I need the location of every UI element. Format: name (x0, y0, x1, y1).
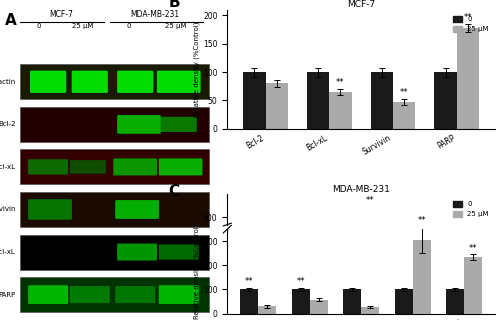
Text: p-Bcl-xL: p-Bcl-xL (0, 249, 16, 255)
Bar (393, 102, 415, 129)
FancyBboxPatch shape (117, 71, 154, 93)
Bar (412, 240, 430, 314)
FancyBboxPatch shape (20, 107, 209, 142)
Text: C: C (168, 184, 179, 199)
FancyBboxPatch shape (159, 244, 198, 260)
FancyBboxPatch shape (117, 115, 161, 134)
Bar (292, 290, 310, 314)
Text: 0: 0 (127, 23, 132, 29)
Bar (370, 72, 393, 129)
Text: B: B (168, 0, 180, 10)
Bar (394, 290, 412, 314)
Bar (434, 72, 457, 129)
Text: β-actin: β-actin (0, 79, 16, 85)
Bar (330, 92, 351, 129)
Text: Survivin: Survivin (0, 206, 16, 212)
FancyBboxPatch shape (70, 286, 110, 303)
Text: **: ** (366, 196, 374, 205)
Bar (243, 72, 266, 129)
FancyBboxPatch shape (20, 149, 209, 184)
FancyBboxPatch shape (159, 158, 202, 175)
Title: MCF-7: MCF-7 (347, 0, 375, 9)
Bar (343, 290, 361, 314)
FancyBboxPatch shape (159, 285, 198, 304)
Bar (412, 273, 430, 320)
FancyBboxPatch shape (114, 158, 157, 175)
Bar (240, 311, 258, 320)
FancyBboxPatch shape (20, 277, 209, 312)
Text: **: ** (336, 78, 344, 87)
Bar (266, 84, 288, 129)
Bar (464, 257, 482, 314)
Text: **: ** (296, 277, 305, 286)
Text: Bcl-2: Bcl-2 (0, 121, 16, 127)
Y-axis label: Relative density (%Control): Relative density (%Control) (194, 21, 200, 117)
Text: A: A (5, 12, 17, 28)
FancyBboxPatch shape (28, 159, 68, 174)
FancyBboxPatch shape (20, 64, 209, 99)
FancyBboxPatch shape (20, 192, 209, 227)
Bar (446, 311, 464, 320)
Text: **: ** (469, 244, 478, 252)
FancyBboxPatch shape (160, 117, 197, 132)
Title: MDA-MB-231: MDA-MB-231 (332, 185, 390, 194)
FancyBboxPatch shape (157, 71, 200, 93)
Legend: 0, 25 μM: 0, 25 μM (450, 198, 492, 220)
Bar (394, 311, 412, 320)
Bar (307, 72, 330, 129)
Legend: 0, 25 μM: 0, 25 μM (450, 13, 492, 35)
Text: PARP: PARP (0, 292, 16, 298)
Text: **: ** (245, 277, 254, 286)
FancyBboxPatch shape (28, 285, 68, 304)
FancyBboxPatch shape (70, 160, 106, 174)
Bar (361, 307, 379, 314)
Text: 25 μM: 25 μM (72, 23, 94, 29)
Bar (292, 311, 310, 320)
Bar (343, 311, 361, 320)
Text: **: ** (464, 12, 472, 21)
Text: Bcl-xL: Bcl-xL (0, 164, 16, 170)
FancyBboxPatch shape (115, 286, 155, 303)
FancyBboxPatch shape (117, 244, 157, 260)
Text: 25 μM: 25 μM (164, 23, 186, 29)
Text: MDA-MB-231: MDA-MB-231 (130, 10, 179, 19)
Bar (310, 300, 328, 314)
FancyBboxPatch shape (115, 200, 159, 219)
FancyBboxPatch shape (28, 199, 72, 220)
Text: MCF-7: MCF-7 (49, 10, 72, 19)
FancyBboxPatch shape (72, 71, 108, 93)
Bar (240, 290, 258, 314)
FancyBboxPatch shape (20, 235, 209, 269)
Bar (464, 286, 482, 320)
Bar (457, 28, 479, 129)
Y-axis label: Relative density (%Control): Relative density (%Control) (194, 224, 200, 319)
Text: 0: 0 (36, 23, 41, 29)
Text: **: ** (400, 88, 408, 97)
FancyBboxPatch shape (30, 71, 66, 93)
Text: **: ** (418, 216, 426, 225)
Bar (446, 290, 464, 314)
Bar (258, 306, 276, 314)
Bar (310, 319, 328, 320)
